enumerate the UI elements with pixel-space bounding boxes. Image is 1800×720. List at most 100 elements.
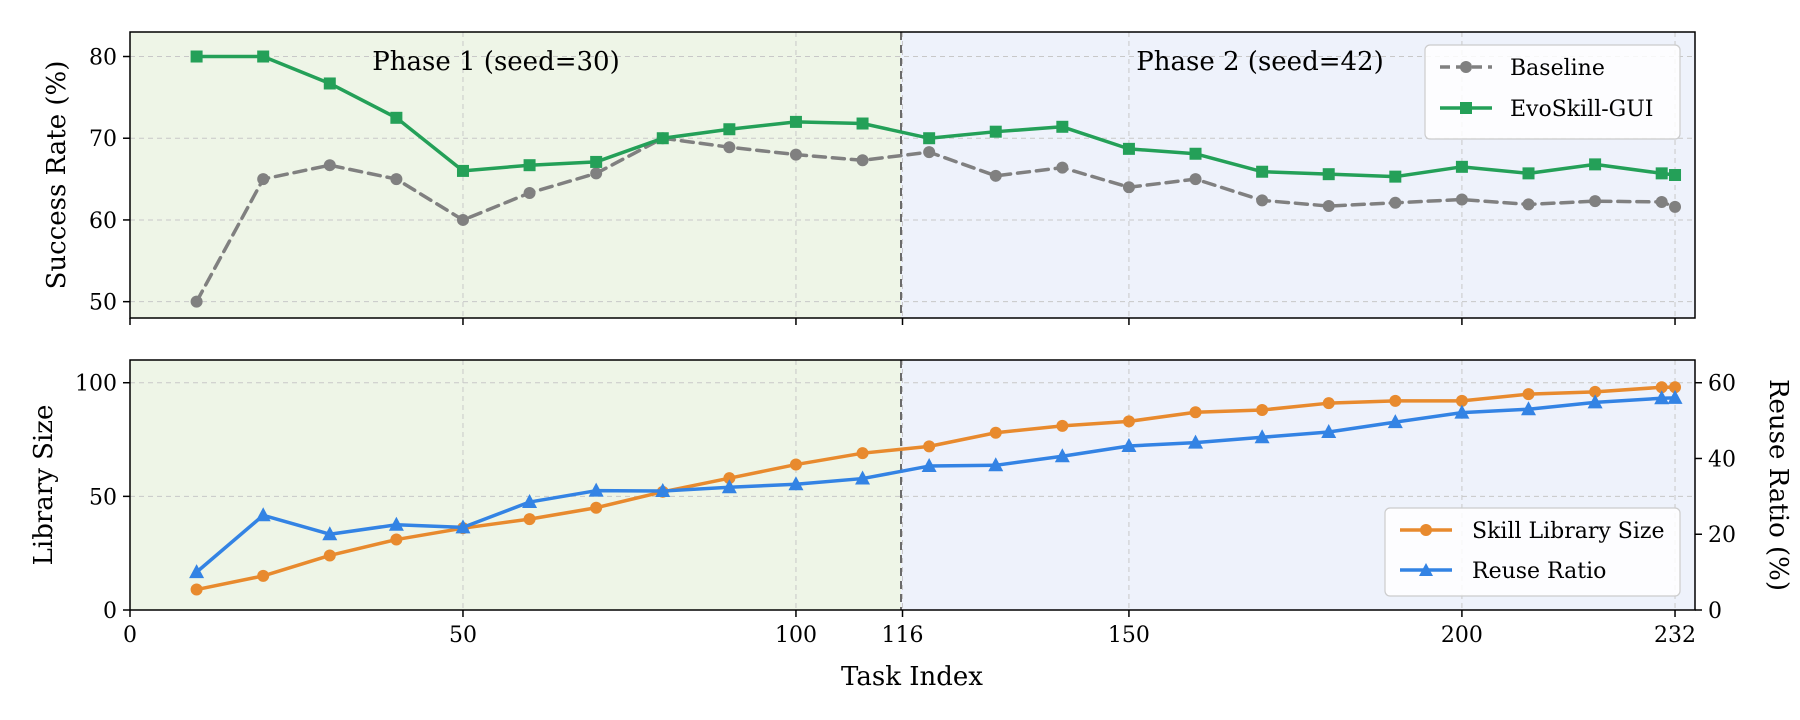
bottom-ytick-label: 0 [103,599,117,624]
data-point-evoskill-gui [1455,160,1468,173]
data-point-baseline [1589,195,1602,208]
data-point-reuse-ratio [388,516,404,531]
data-point-baseline [723,141,736,154]
data-point-skill-library-size [1322,397,1335,410]
legend-library-marker [1420,524,1432,536]
data-point-baseline [1189,173,1202,186]
data-point-evoskill-gui [923,132,936,145]
top-y-axis: 50 60 70 80 [89,46,130,316]
data-point-reuse-ratio [588,482,604,497]
data-point-reuse-ratio [255,507,271,522]
top-series-group [190,50,1682,308]
data-point-reuse-ratio [189,564,205,579]
data-point-baseline [856,154,869,167]
bottom-xtick-label: 150 [1108,623,1150,648]
bottom-legend-box [1384,507,1681,597]
data-point-baseline [257,173,270,186]
data-point-reuse-ratio [455,519,471,534]
data-point-skill-library-size [723,472,736,485]
top-panel: 50 60 70 80 Success Rate (%) Phase 1 (seed=… [42,31,1696,325]
data-point-baseline [1389,196,1402,209]
data-point-reuse-ratio [1654,390,1670,405]
data-point-skill-library-size [989,426,1002,439]
data-point-evoskill-gui [1589,158,1602,171]
data-point-evoskill-gui [789,115,802,128]
data-point-skill-library-size [1455,394,1468,407]
data-point-baseline [323,159,336,172]
data-point-evoskill-gui [1056,120,1069,133]
data-point-reuse-ratio [988,457,1004,472]
legend-baseline-marker [1460,61,1472,73]
data-point-reuse-ratio [788,476,804,491]
data-point-evoskill-gui [456,164,469,177]
top-phase1-background [130,32,901,318]
data-point-reuse-ratio [1387,414,1403,429]
data-point-evoskill-gui [856,117,869,130]
bottom-ytick-label: 50 [89,485,117,510]
data-point-reuse-ratio [1188,434,1204,449]
top-ytick-label: 70 [89,127,117,152]
top-ytick-label: 60 [89,209,117,234]
data-point-baseline [1655,195,1668,208]
series-line-evoskill-gui [194,54,1677,179]
data-point-skill-library-size [1122,415,1135,428]
data-point-skill-library-size [390,533,403,546]
bottom-xtick-label: 116 [882,623,924,648]
bottom-right-ytick-label: 40 [1708,447,1736,472]
data-point-skill-library-size [190,583,203,596]
data-point-evoskill-gui [1522,167,1535,180]
data-point-skill-library-size [1056,419,1069,432]
data-point-baseline [390,173,403,186]
data-point-baseline [1669,200,1682,213]
data-point-baseline [1256,194,1269,207]
data-point-baseline [456,213,469,226]
data-point-baseline [190,295,203,308]
data-point-evoskill-gui [1655,167,1668,180]
top-y-axis-title: Success Rate (%) [42,61,72,290]
data-point-reuse-ratio [1321,423,1337,438]
data-point-reuse-ratio [655,483,671,498]
legend-evoskill-marker [1460,102,1472,114]
series-line-baseline [194,136,1677,304]
data-point-baseline [1522,198,1535,211]
data-point-reuse-ratio [1587,394,1603,409]
data-point-evoskill-gui [390,111,403,124]
bottom-right-y-axis-title: Reuse Ratio (%) [1763,379,1793,591]
bottom-right-ytick-label: 20 [1708,523,1736,548]
legend-evoskill-label: EvoSkill-GUI [1510,97,1653,122]
data-point-evoskill-gui [1322,168,1335,181]
legend-library-label: Skill Library Size [1472,519,1665,544]
bottom-y-axis-title: Library Size [29,405,59,566]
bottom-right-ytick-label: 0 [1708,599,1722,624]
data-point-reuse-ratio [721,479,737,494]
data-point-reuse-ratio [522,494,538,509]
data-point-evoskill-gui [1122,142,1135,155]
top-legend: Baseline EvoSkill-GUI [1424,44,1681,140]
bottom-series-group [189,381,1683,596]
series-line-skill-library-size [194,385,1677,592]
data-point-reuse-ratio [1667,389,1683,404]
data-point-skill-library-size [1655,381,1668,394]
data-point-baseline [789,148,802,161]
data-point-evoskill-gui [1189,147,1202,160]
data-point-baseline [1056,161,1069,174]
x-axis-title: Task Index [841,662,983,692]
data-point-evoskill-gui [590,155,603,168]
bottom-ytick-label: 100 [75,372,117,397]
data-point-skill-library-size [1589,385,1602,398]
data-point-reuse-ratio [1454,404,1470,419]
legend-baseline-label: Baseline [1510,56,1605,81]
data-point-reuse-ratio [1121,437,1137,452]
bottom-right-ytick-label: 60 [1708,372,1736,397]
bottom-right-y-axis: 0 20 40 60 [1695,372,1736,624]
data-point-skill-library-size [323,549,336,562]
data-point-evoskill-gui [1256,165,1269,178]
data-point-evoskill-gui [1669,169,1682,181]
data-point-reuse-ratio [1054,448,1070,463]
data-point-reuse-ratio [921,458,937,473]
bottom-x-axis: 0 50 100 116 150 200 232 [123,610,1696,648]
data-point-skill-library-size [923,440,936,453]
phase-1-label: Phase 1 (seed=30) [372,47,619,77]
data-point-evoskill-gui [523,159,536,172]
data-point-reuse-ratio [1521,401,1537,416]
